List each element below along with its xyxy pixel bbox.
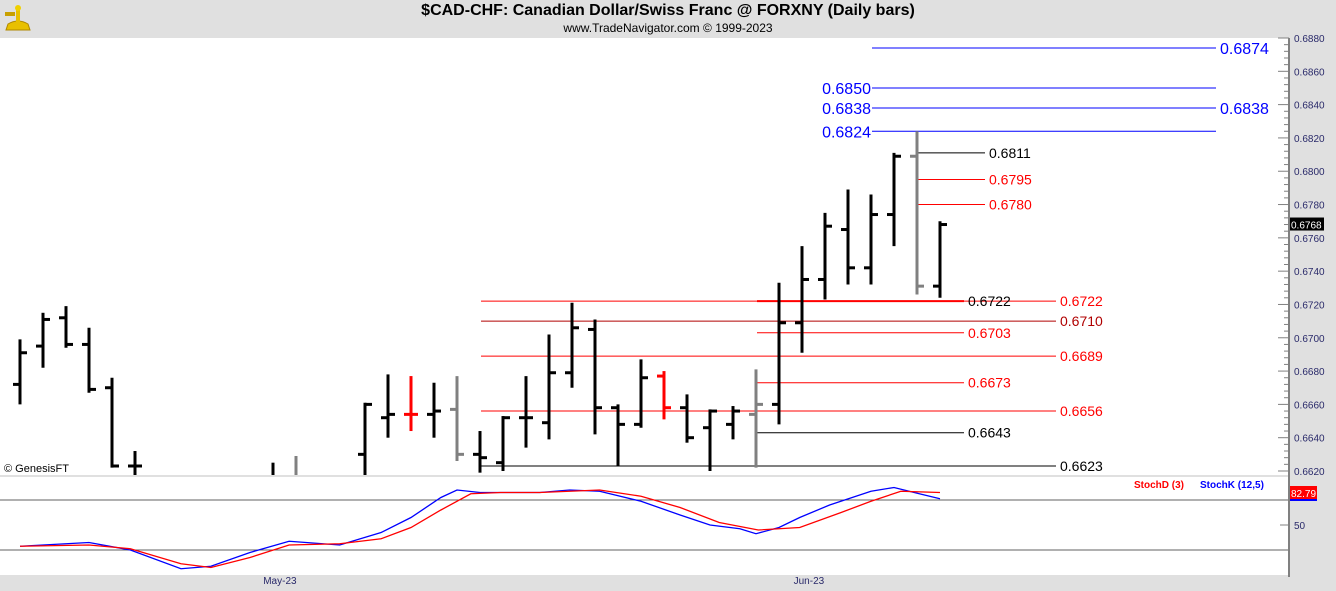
level-label: 0.6838 xyxy=(822,101,871,118)
ohlc-bar xyxy=(611,404,625,467)
ohlc-bar xyxy=(82,327,96,393)
ohlc-bar xyxy=(703,409,717,471)
level-label: 0.6673 xyxy=(968,375,1011,391)
level-label: 0.6656 xyxy=(1060,403,1103,419)
ohlc-bar xyxy=(910,131,924,295)
level-label: 0.6795 xyxy=(989,172,1032,188)
last-price-label: 0.6768 xyxy=(1291,221,1322,232)
level-label: 0.6811 xyxy=(989,145,1031,161)
ohlc-bar xyxy=(128,451,142,475)
y-tick-label: 0.6760 xyxy=(1294,234,1325,245)
stochd-value-label: 82.79 xyxy=(1291,489,1316,500)
y-tick-label: 0.6800 xyxy=(1294,167,1325,178)
level-label: 0.6710 xyxy=(1060,313,1103,329)
level-label: 0.6780 xyxy=(989,197,1032,213)
y-tick-label: 0.6700 xyxy=(1294,334,1325,345)
ohlc-bar xyxy=(841,189,855,285)
chart-title: $CAD-CHF: Canadian Dollar/Swiss Franc @ … xyxy=(421,2,915,19)
level-label: 0.6824 xyxy=(822,124,871,141)
ohlc-bar xyxy=(634,359,648,428)
y-tick-label: 0.6680 xyxy=(1294,367,1325,378)
ohlc-bar xyxy=(864,194,878,285)
level-label: 0.6722 xyxy=(1060,293,1103,309)
last-price-box xyxy=(1290,217,1324,231)
stoch-y-tick-label: 50 xyxy=(1294,521,1306,532)
level-label: 0.6623 xyxy=(1060,458,1103,474)
y-tick-label: 0.6820 xyxy=(1294,134,1325,145)
y-tick-label: 0.6640 xyxy=(1294,434,1325,445)
y-tick-label: 0.6740 xyxy=(1294,267,1325,278)
y-tick-label: 0.6620 xyxy=(1294,467,1325,478)
legend-stochd: StochD (3) xyxy=(1134,480,1184,491)
sextant-logo xyxy=(5,5,31,31)
ohlc-bar xyxy=(496,416,510,471)
y-tick-label: 0.6720 xyxy=(1294,300,1325,311)
ohlc-bar xyxy=(271,462,275,475)
ohlc-bar xyxy=(933,221,947,298)
ohlc-bar xyxy=(749,369,763,468)
y-tick-label: 0.6880 xyxy=(1294,34,1325,45)
x-tick-label: May-23 xyxy=(263,576,297,587)
chart-subtitle: www.TradeNavigator.com © 1999-2023 xyxy=(563,21,773,35)
stochd-value-box xyxy=(1290,486,1317,499)
y-tick-label: 0.6860 xyxy=(1294,67,1325,78)
y-tick-label: 0.6660 xyxy=(1294,400,1325,411)
level-label: 0.6874 xyxy=(1220,41,1269,58)
ohlc-bar xyxy=(588,319,602,435)
ohlc-bar xyxy=(105,377,119,468)
level-label: 0.6689 xyxy=(1060,348,1103,364)
y-tick-label: 0.6840 xyxy=(1294,101,1325,112)
ohlc-bar xyxy=(680,394,694,443)
ohlc-bar xyxy=(450,376,464,462)
copyright-label: © GenesisFT xyxy=(4,463,69,475)
legend-stochk: StochK (12,5) xyxy=(1200,480,1264,491)
level-label: 0.6643 xyxy=(968,425,1011,441)
ohlc-bar xyxy=(519,376,533,448)
level-label: 0.6722 xyxy=(968,293,1011,309)
ohlc-bar xyxy=(726,406,740,440)
ohlc-bar xyxy=(404,376,418,432)
stoch-line-d xyxy=(19,489,941,569)
ohlc-bar xyxy=(381,374,395,438)
level-label: 0.6850 xyxy=(822,81,871,98)
ohlc-bar xyxy=(36,312,50,368)
stoch-plot-area xyxy=(0,477,1288,575)
ohlc-bar xyxy=(294,456,298,475)
level-label: 0.6838 xyxy=(1220,101,1269,118)
y-tick-label: 0.6780 xyxy=(1294,201,1325,212)
ohlc-bar xyxy=(887,152,901,247)
ohlc-bar xyxy=(473,431,487,473)
ohlc-bar xyxy=(59,306,73,348)
x-tick-label: Jun-23 xyxy=(794,576,825,587)
ohlc-bar xyxy=(818,212,832,300)
ohlc-bar xyxy=(772,282,786,425)
level-label: 0.6703 xyxy=(968,325,1011,341)
ohlc-bar xyxy=(542,334,556,440)
ohlc-bar xyxy=(13,339,27,405)
ohlc-bar xyxy=(657,371,671,420)
ohlc-bar xyxy=(795,246,809,353)
price-plot-area xyxy=(0,38,1288,475)
ohlc-bar xyxy=(427,382,441,438)
ohlc-bar xyxy=(565,302,579,388)
ohlc-bar xyxy=(358,402,372,475)
